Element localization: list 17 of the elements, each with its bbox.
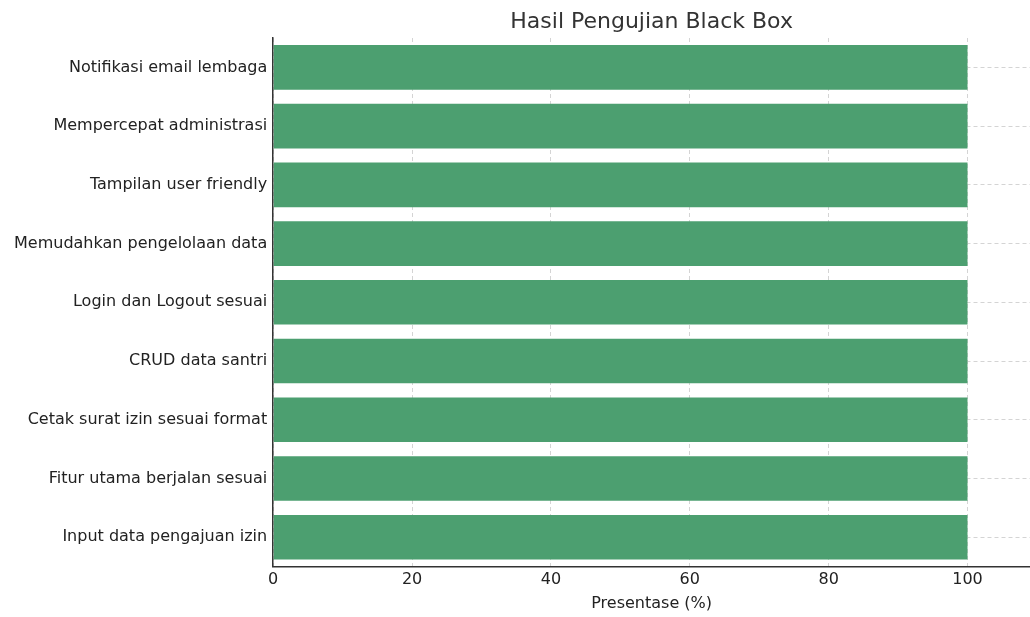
x-tick-label: 0 (268, 569, 279, 589)
x-axis-title: Presentase (%) (591, 592, 712, 612)
y-tick-label: Cetak surat izin sesuai format (27, 408, 268, 428)
y-tick-label: Notifikasi email lembaga (68, 56, 268, 76)
y-tick-label: Fitur utama berjalan sesuai (48, 467, 268, 487)
y-tick-label: Mempercepat administrasi (53, 115, 268, 135)
y-tick-label: Input data pengajuan izin (62, 526, 268, 546)
y-tick-label: CRUD data santri (129, 350, 268, 370)
x-tick-label: 40 (540, 569, 562, 589)
x-tick-label: 100 (952, 569, 983, 589)
x-tick-label: 80 (818, 569, 839, 589)
x-tick-label: 20 (401, 569, 423, 589)
chart-title: Hasil Pengujian Black Box (510, 8, 793, 33)
y-tick-label: Memudahkan pengelolaan data (14, 232, 268, 252)
y-tick-label: Tampilan user friendly (88, 173, 268, 193)
y-tick-label: Login dan Logout sesuai (72, 291, 268, 311)
x-tick-label: 60 (679, 569, 700, 589)
